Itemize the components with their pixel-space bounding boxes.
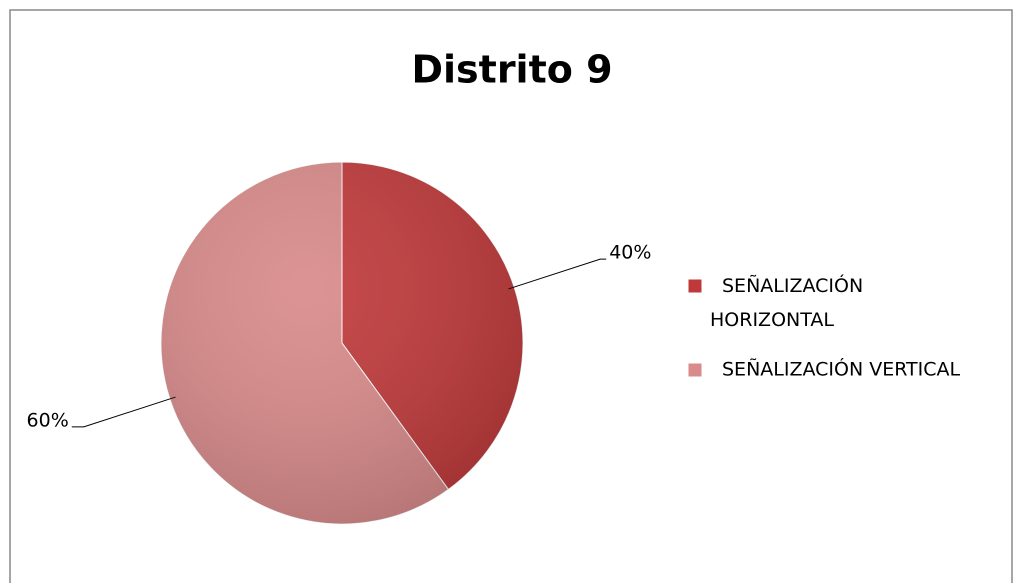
legend-line: SEÑALIZACIÓN	[722, 273, 869, 297]
leader-line	[71, 396, 176, 428]
legend-swatch	[687, 362, 703, 378]
legend-label: SEÑALIZACIÓN HORIZONTAL	[710, 273, 869, 331]
data-label: 60%	[27, 409, 69, 431]
data-label: 40%	[609, 242, 651, 264]
legend-swatch	[687, 278, 703, 294]
legend-line: HORIZONTAL	[710, 309, 834, 331]
legend-label: SEÑALIZACIÓN VERTICAL	[722, 357, 961, 381]
leader-line	[508, 258, 607, 290]
chart-title: Distrito 9	[411, 48, 612, 92]
